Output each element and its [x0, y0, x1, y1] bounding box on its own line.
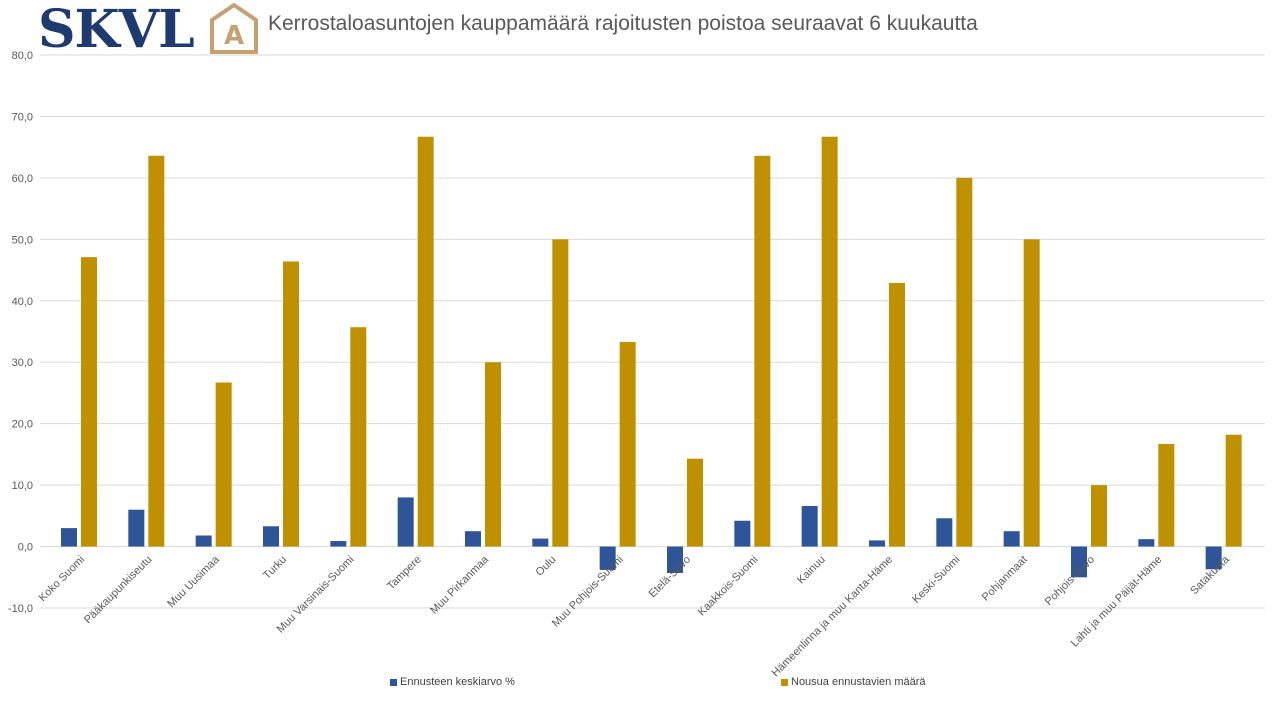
- y-tick-label: 50,0: [12, 234, 33, 246]
- bar-series2: [1023, 239, 1040, 547]
- bar-series2: [687, 458, 703, 547]
- x-tick-label: Hämeenlinna ja muu Kanta-Häme: [769, 554, 895, 680]
- bar-series1: [667, 546, 683, 573]
- bar-series2: [148, 155, 165, 547]
- bar-series2: [619, 341, 636, 547]
- logo-text: SKVL: [38, 0, 195, 60]
- bar-series1: [599, 546, 616, 570]
- logo-house-icon: A: [210, 2, 258, 54]
- bar-series2: [754, 155, 771, 547]
- bar-series2: [350, 327, 367, 547]
- bar-series2: [485, 362, 501, 547]
- x-tick-label: Kainuu: [795, 554, 828, 587]
- bar-series2: [552, 239, 569, 547]
- bar-series1: [532, 538, 549, 547]
- y-tick-label: 0,0: [18, 542, 33, 554]
- y-tick-label: 40,0: [12, 296, 33, 308]
- legend-swatch-series1: [390, 678, 397, 686]
- bar-series2: [417, 136, 434, 547]
- legend-item-series1: Ennusteen keskiarvo %: [390, 676, 515, 688]
- x-tick-label: Turku: [261, 554, 289, 582]
- x-tick-label: Keski-Suomi: [910, 554, 962, 606]
- y-tick-label: 80,0: [12, 50, 33, 62]
- bar-series1: [1205, 546, 1222, 570]
- x-tick-label: Koko Suomi: [37, 554, 87, 604]
- bar-series1: [128, 509, 145, 547]
- legend-label-series2: Nousua ennustavien määrä: [791, 676, 926, 688]
- legend-label-series1: Ennusteen keskiarvo %: [400, 676, 515, 688]
- x-tick-label: Pääkaupunkiseutu: [82, 554, 154, 626]
- x-tick-label: Muu Uusimaa: [165, 553, 222, 610]
- bar-series1: [465, 531, 481, 547]
- x-tick-label: Muu Pirkanmaa: [428, 553, 492, 617]
- y-tick-label: 60,0: [12, 173, 33, 185]
- bar-series2: [81, 257, 97, 547]
- bar-series2: [956, 177, 973, 547]
- x-tick-label: Pohjanmaat: [980, 554, 1030, 604]
- bar-series1: [801, 506, 818, 547]
- bar-series1: [397, 497, 414, 547]
- bar-series1: [195, 535, 212, 547]
- x-tick-label: Kaakkois-Suomi: [696, 554, 761, 619]
- bar-series2: [1225, 434, 1242, 547]
- bar-series1: [1138, 539, 1155, 547]
- y-tick-label: 30,0: [12, 357, 33, 369]
- x-tick-label: Oulu: [534, 554, 559, 579]
- legend-item-series2: Nousua ennustavien määrä: [781, 676, 926, 688]
- x-tick-label: Pohjois-Savo: [1043, 554, 1097, 608]
- bar-series2: [215, 382, 232, 547]
- bar-series2: [283, 261, 299, 547]
- skvl-logo: SKVL A: [38, 0, 262, 60]
- bar-series1: [734, 520, 751, 547]
- bar-series1: [869, 540, 885, 547]
- y-tick-label: 10,0: [12, 480, 33, 492]
- y-tick-label: -10,0: [8, 603, 33, 615]
- bar-series1: [330, 541, 347, 547]
- legend-swatch-series2: [781, 678, 788, 686]
- bar-series2: [821, 136, 838, 547]
- bar-series2: [889, 282, 905, 547]
- chart-title: Kerrostaloasuntojen kauppamäärä rajoitus…: [268, 12, 978, 35]
- bar-series2: [1158, 443, 1175, 547]
- bar-series1: [1071, 546, 1087, 578]
- x-tick-label: Muu Varsinais-Suomi: [275, 554, 357, 636]
- bar-series1: [61, 528, 77, 547]
- bar-series1: [263, 526, 279, 547]
- y-tick-label: 70,0: [12, 111, 33, 123]
- bar-series2: [1091, 485, 1107, 547]
- bar-series1: [1003, 531, 1020, 547]
- y-tick-label: 20,0: [12, 419, 33, 431]
- x-tick-label: Tampere: [385, 554, 424, 593]
- bar-series1: [936, 518, 953, 547]
- logo-mark-letter: A: [224, 21, 244, 51]
- x-tick-label: Muu Pohjois-Suomi: [550, 554, 626, 630]
